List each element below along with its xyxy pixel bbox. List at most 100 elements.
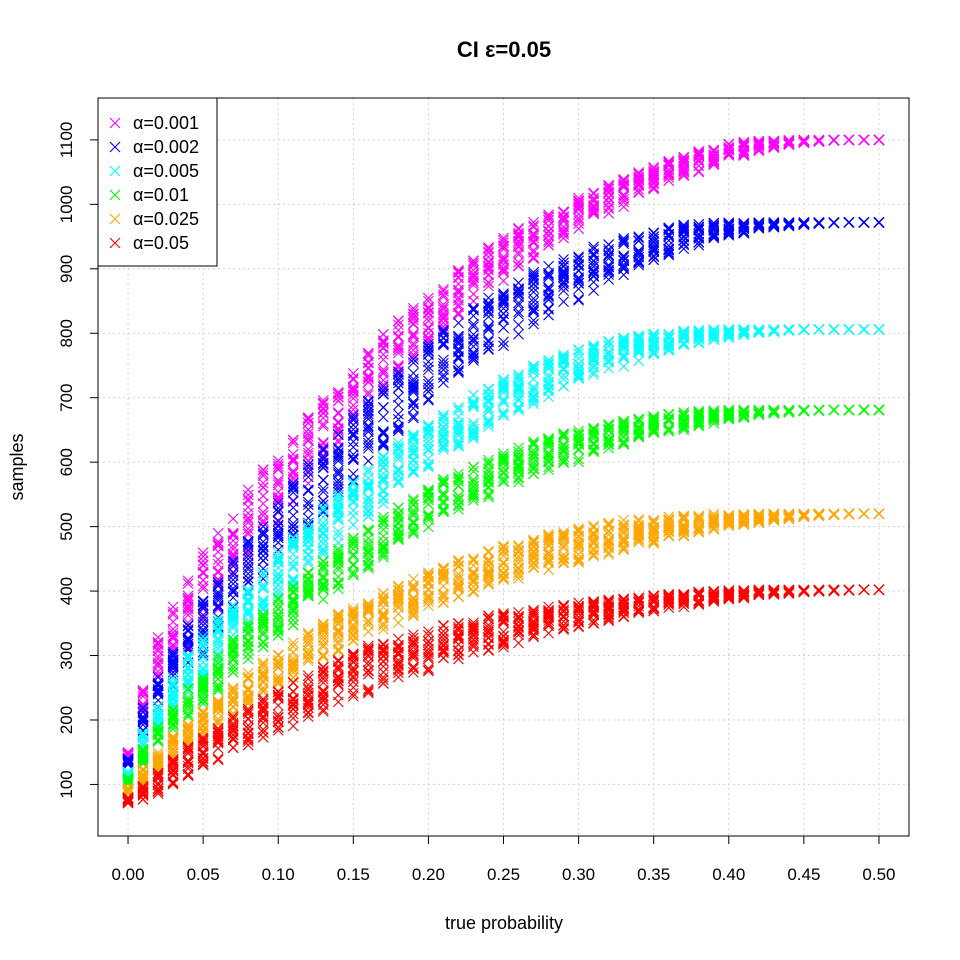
point-s0-x8-5 [242, 493, 254, 505]
point-s0-x4-17 [182, 609, 194, 621]
point-s0-x15-12 [347, 381, 359, 393]
point-s0-x14-13 [332, 416, 344, 428]
point-s0-x16-16 [362, 370, 374, 382]
point-s0-x1-8 [137, 684, 149, 696]
point-s0-x7-5 [227, 513, 239, 525]
point-s0-x7-17 [227, 551, 239, 563]
point-s0-x8-1 [242, 512, 254, 524]
point-s0-x2-7 [152, 666, 164, 677]
point-s0-x19-1 [407, 328, 419, 340]
point-s0-x7-12 [227, 552, 239, 564]
point-s0-x13-14 [317, 441, 329, 453]
point-s0-x11-6 [287, 455, 299, 467]
point-s0-x21-11 [438, 309, 449, 321]
point-s0-x21-15 [438, 301, 449, 313]
point-s0-x2-12 [152, 650, 164, 662]
point-s0-x17-17 [377, 336, 389, 347]
point-s0-x9-16 [257, 490, 269, 502]
point-s0-x8-15 [242, 523, 254, 535]
point-s0-x16-2 [362, 400, 374, 412]
point-s0-x16-12 [362, 348, 374, 360]
point-s0-x13-10 [317, 420, 329, 432]
point-s0-x17-15 [377, 338, 389, 350]
point-s0-x17-7 [377, 354, 389, 366]
point-s0-x4-13 [182, 595, 194, 607]
point-s0-x13-8 [317, 408, 329, 419]
point-s0-x14-7 [332, 388, 344, 400]
point-s0-x4-1 [182, 590, 194, 602]
point-s0-x16-6 [362, 387, 374, 398]
point-s0-x21-12 [438, 307, 449, 319]
point-s0-x20-7 [423, 327, 434, 339]
point-s0-x22-13 [453, 307, 464, 319]
series-0 [122, 134, 885, 765]
point-s0-x22-0 [453, 267, 464, 279]
point-s0-x15-13 [347, 382, 359, 394]
point-s0-x2-15 [152, 660, 164, 672]
point-s0-x4-4 [182, 606, 194, 618]
point-s0-x20-17 [423, 315, 434, 327]
point-s0-x17-2 [377, 366, 389, 378]
point-s0-x6-10 [212, 540, 224, 552]
point-s0-x1-17 [137, 698, 149, 710]
point-s0-x16-14 [362, 373, 374, 384]
point-s0-x18-7 [392, 339, 404, 351]
point-s0-x21-8 [438, 311, 449, 323]
point-s0-x20-13 [423, 292, 434, 304]
point-s0-x20-12 [423, 311, 434, 323]
point-s0-x1-9 [137, 686, 149, 698]
point-s0-x6-15 [212, 603, 224, 615]
point-s0-x19-16 [407, 344, 419, 356]
point-s0-x6-12 [212, 554, 224, 565]
point-s0-x18-11 [392, 330, 404, 342]
data-points [122, 134, 885, 809]
point-s0-x12-2 [302, 447, 314, 459]
point-s0-x13-16 [317, 403, 329, 415]
point-s0-x14-8 [332, 391, 344, 403]
point-s0-x19-11 [407, 309, 419, 320]
point-s0-x15-10 [347, 372, 359, 384]
point-s0-x10-13 [272, 516, 284, 528]
point-s0-x18-8 [392, 319, 404, 331]
point-s0-x3-3 [167, 601, 179, 613]
point-s0-x15-4 [347, 404, 359, 415]
point-s0-x17-16 [377, 341, 389, 353]
point-s0-x8-12 [242, 526, 254, 538]
point-s0-x20-5 [423, 323, 434, 334]
point-s0-x5-5 [197, 580, 209, 592]
point-s0-x19-5 [407, 312, 419, 323]
point-s0-x5-17 [197, 559, 209, 571]
point-s0-x14-15 [332, 407, 344, 418]
point-s0-x1-12 [137, 688, 149, 699]
point-s0-x9-14 [257, 517, 269, 528]
point-s0-x12-11 [302, 443, 314, 455]
point-s0-x6-14 [212, 574, 224, 586]
point-s0-x11-12 [287, 437, 299, 449]
point-s0-x19-14 [407, 317, 419, 329]
point-s0-x14-17 [332, 417, 344, 429]
point-s0-x5-4 [197, 547, 209, 559]
point-s0-x10-17 [272, 486, 284, 498]
point-s0-x9-4 [257, 482, 269, 494]
point-s0-x12-16 [302, 435, 314, 447]
point-s0-x21-6 [438, 312, 449, 324]
point-s0-x21-3 [438, 289, 449, 301]
point-s0-x7-3 [227, 540, 239, 552]
point-s0-x22-12 [453, 295, 464, 307]
point-s0-x7-4 [227, 529, 239, 541]
point-s0-x12-17 [302, 433, 314, 445]
point-s0-x14-5 [332, 426, 344, 437]
point-s0-x9-17 [257, 464, 269, 476]
point-s0-x2-16 [152, 645, 164, 656]
point-s0-x6-17 [212, 558, 224, 570]
point-s0-x20-6 [423, 333, 434, 344]
point-s0-x12-7 [302, 414, 314, 426]
point-s0-x20-0 [423, 306, 434, 318]
point-s0-x9-2 [257, 477, 269, 489]
point-s0-x14-1 [332, 386, 344, 398]
point-s0-x5-13 [197, 551, 209, 562]
point-s0-x16-3 [362, 347, 374, 359]
point-s0-x3-17 [167, 606, 179, 618]
point-s0-x4-6 [182, 592, 194, 604]
